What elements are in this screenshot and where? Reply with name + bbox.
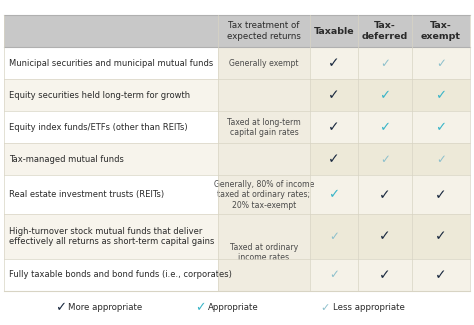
Text: ✓: ✓ [435, 268, 447, 282]
Bar [218, 259, 310, 291]
Text: ✓: ✓ [379, 229, 391, 243]
Text: Fully taxable bonds and bond funds (i.e., corporates): Fully taxable bonds and bond funds (i.e.… [9, 270, 232, 280]
Text: More appropriate: More appropriate [68, 304, 142, 313]
Bar [4, 176, 218, 214]
Bar [218, 176, 310, 214]
Text: ✓: ✓ [320, 303, 329, 313]
Text: ✓: ✓ [195, 302, 206, 315]
Text: ✓: ✓ [435, 188, 447, 202]
Text: ✓: ✓ [436, 121, 447, 134]
Bar [218, 47, 310, 79]
Bar [358, 111, 412, 143]
Bar [218, 79, 310, 111]
Text: Equity index funds/ETFs (other than REITs): Equity index funds/ETFs (other than REIT… [9, 123, 188, 132]
Text: Generally, 80% of income
taxed at ordinary rates;
20% tax-exempt: Generally, 80% of income taxed at ordina… [214, 180, 314, 210]
Bar [310, 111, 358, 143]
Text: ✓: ✓ [380, 121, 391, 134]
Bar [310, 214, 358, 259]
Bar [412, 111, 470, 143]
Bar [310, 259, 358, 291]
Bar [412, 176, 470, 214]
Bar [218, 143, 310, 176]
Text: Taxed at long-term
capital gain rates: Taxed at long-term capital gain rates [227, 118, 301, 137]
Text: ✓: ✓ [328, 88, 340, 102]
Bar [358, 143, 412, 176]
Bar [412, 214, 470, 259]
Bar [4, 143, 218, 176]
Text: ✓: ✓ [328, 56, 340, 70]
Text: ✓: ✓ [379, 188, 391, 202]
Text: ✓: ✓ [435, 229, 447, 243]
Bar [310, 79, 358, 111]
Text: Appropriate: Appropriate [208, 304, 259, 313]
Text: High-turnover stock mutual funds that deliver
effectively all returns as short-t: High-turnover stock mutual funds that de… [9, 227, 214, 246]
Text: ✓: ✓ [379, 268, 391, 282]
Text: ✓: ✓ [436, 57, 446, 70]
Text: ✓: ✓ [329, 230, 339, 243]
Text: ✓: ✓ [380, 89, 391, 102]
Bar [358, 176, 412, 214]
Text: Equity securities held long-term for growth: Equity securities held long-term for gro… [9, 91, 190, 100]
Bar [4, 47, 218, 79]
Text: ✓: ✓ [380, 153, 390, 166]
Bar [310, 143, 358, 176]
Bar [412, 47, 470, 79]
Text: Less appropriate: Less appropriate [333, 304, 405, 313]
Bar [358, 259, 412, 291]
Text: ✓: ✓ [436, 153, 446, 166]
Bar [358, 47, 412, 79]
Text: ✓: ✓ [328, 120, 340, 134]
Text: Tax-managed mutual funds: Tax-managed mutual funds [9, 155, 124, 164]
Bar [412, 79, 470, 111]
Text: ✓: ✓ [328, 152, 340, 166]
Text: Tax treatment of
expected returns: Tax treatment of expected returns [227, 21, 301, 41]
Bar [4, 214, 218, 259]
Text: Generally exempt: Generally exempt [229, 58, 299, 68]
Bar [4, 79, 218, 111]
Bar [310, 176, 358, 214]
Text: Tax-
deferred: Tax- deferred [362, 21, 408, 41]
Text: ✓: ✓ [436, 89, 447, 102]
Bar [358, 214, 412, 259]
Bar [412, 259, 470, 291]
Text: ✓: ✓ [55, 302, 66, 315]
Text: ✓: ✓ [328, 188, 339, 201]
Bar [4, 111, 218, 143]
Bar [218, 214, 310, 259]
Bar [4, 15, 470, 47]
Bar [310, 47, 358, 79]
Text: Municipal securities and municipal mutual funds: Municipal securities and municipal mutua… [9, 58, 213, 68]
Text: Taxed at ordinary
income rates: Taxed at ordinary income rates [230, 243, 298, 262]
Text: Taxable: Taxable [314, 27, 354, 35]
Text: Real estate investment trusts (REITs): Real estate investment trusts (REITs) [9, 190, 164, 199]
Text: Tax-
exempt: Tax- exempt [421, 21, 461, 41]
Text: ✓: ✓ [329, 268, 339, 281]
Bar [4, 259, 218, 291]
Text: ✓: ✓ [380, 57, 390, 70]
Bar [412, 143, 470, 176]
Bar [218, 111, 310, 143]
Bar [358, 79, 412, 111]
